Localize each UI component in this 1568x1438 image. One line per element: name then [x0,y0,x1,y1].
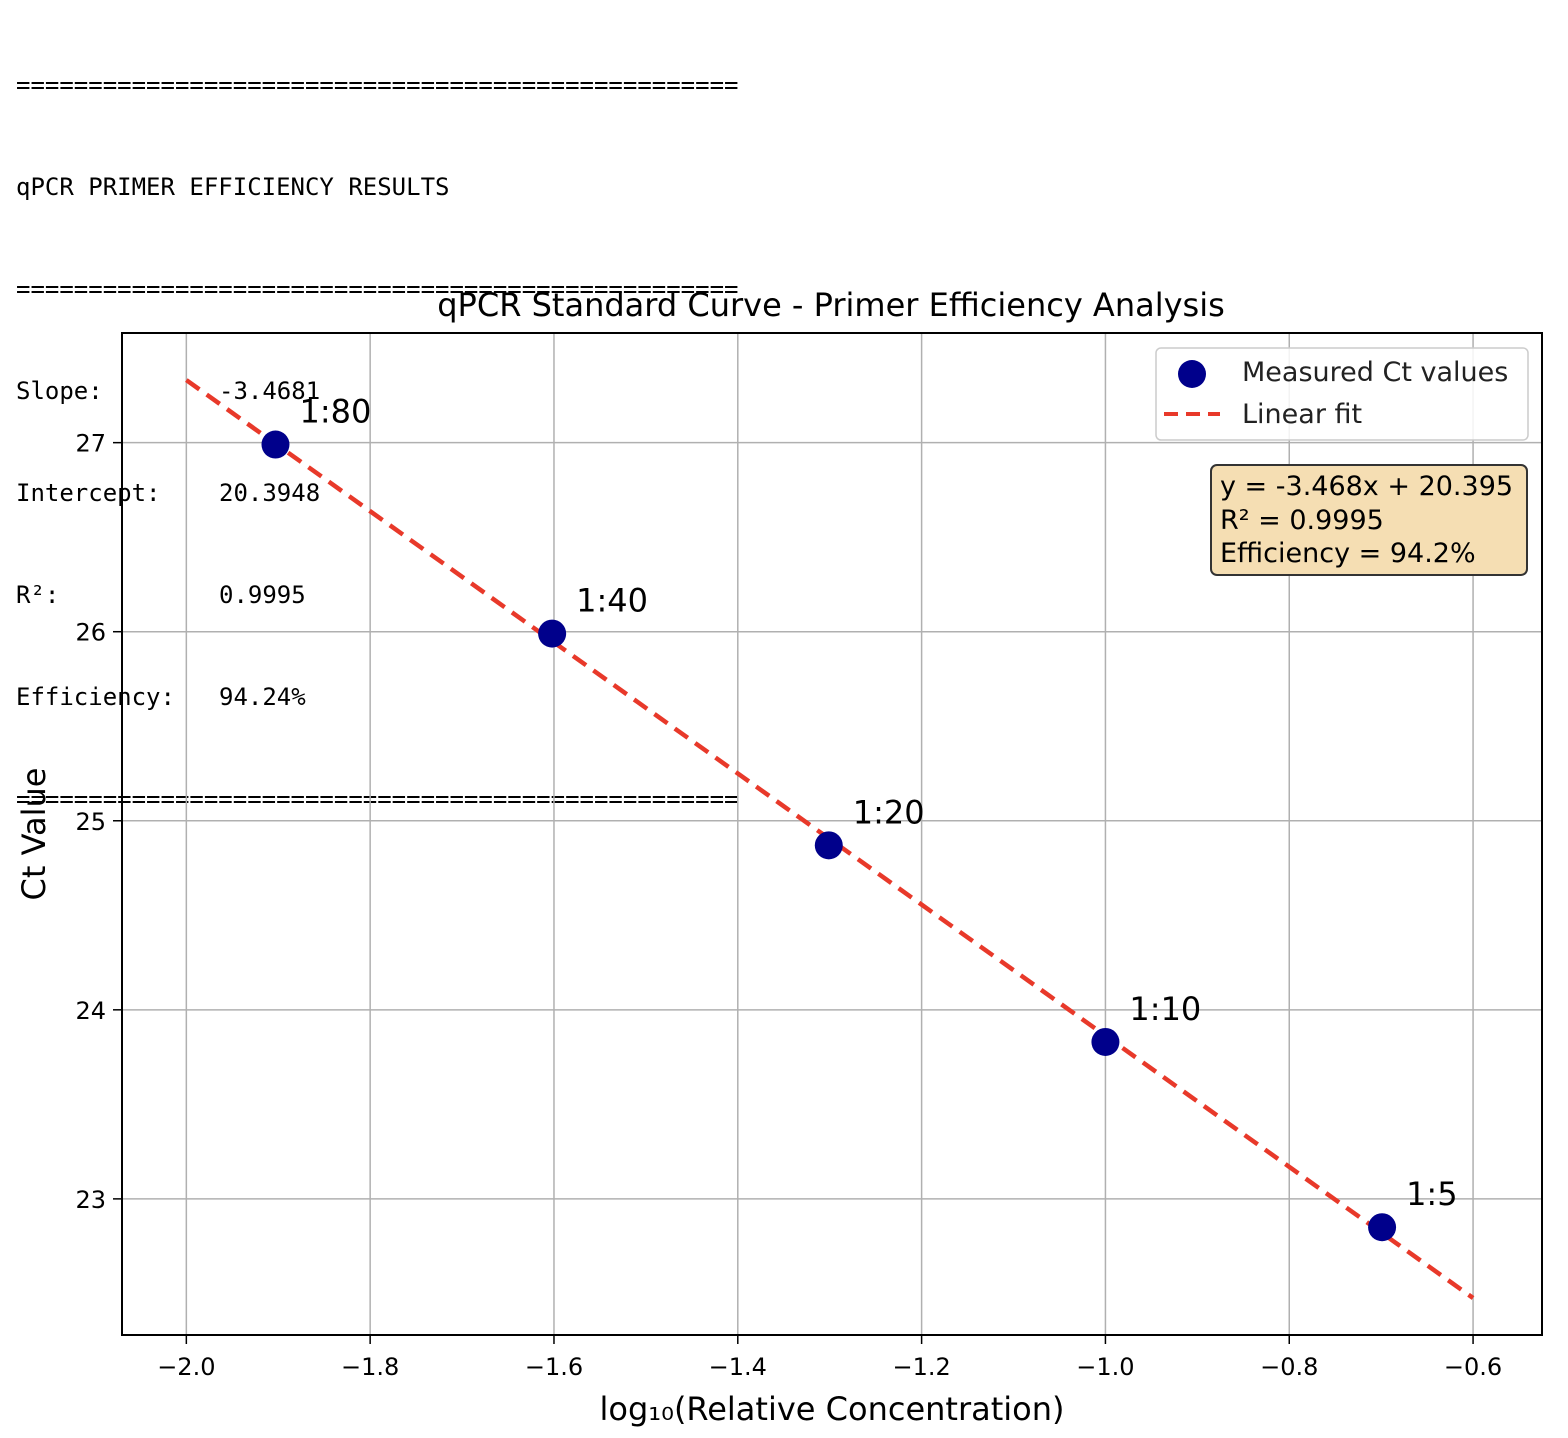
y-tick-label: 24 [75,997,106,1025]
data-point [261,430,290,459]
legend-marker-scatter [1178,360,1206,388]
console-row-label: R²: [16,581,60,609]
console-separator: ========================================… [16,785,739,813]
console-row-value: 94.24% [219,683,306,711]
console-separator: ========================================… [16,275,739,303]
x-tick-label: −2.0 [157,1353,215,1381]
data-point-label: 1:40 [576,582,648,620]
data-point [814,831,843,860]
y-tick-label: 23 [75,1186,106,1214]
x-axis-label: log₁₀(Relative Concentration) [600,1390,1065,1428]
legend-label-fit: Linear fit [1242,399,1362,430]
console-row-intercept: Intercept: 20.3948 [16,476,738,510]
data-point [538,619,567,648]
y-tick-label: 26 [75,619,106,647]
x-tick-label: −1.6 [525,1353,583,1381]
console-row-label: Efficiency: [16,683,175,711]
x-tick-label: −0.8 [1260,1353,1318,1381]
x-tick-label: −1.4 [709,1353,767,1381]
console-row-label: Intercept: [16,479,161,507]
data-points-layer: 1:80 1:40 1:20 1:10 1:5 [261,393,1458,1242]
legend: Measured Ct values Linear fit [1155,347,1529,441]
x-tick-label: −1.2 [892,1353,950,1381]
console-row-value: 20.3948 [219,479,321,507]
console-output: ========================================… [16,0,738,850]
data-point-label: 1:20 [853,793,925,831]
axis-ticks: −2.0 −1.8 −1.6 −1.4 −1.2 −1.0 −0.8 −0.6 23 24 25 26… [75,430,1502,1381]
x-tick-label: −0.6 [1444,1353,1502,1381]
fit-equation: y = -3.468x + 20.395 [1220,471,1513,502]
data-point [1368,1213,1397,1242]
chart-title: qPCR Standard Curve - Primer Efficiency … [437,286,1225,324]
x-tick-label: −1.0 [1076,1353,1134,1381]
console-row-value: -3.4681 [219,377,321,405]
plot-frame [121,332,1543,1336]
fit-efficiency: Efficiency = 94.2% [1220,538,1476,569]
data-point [1091,1027,1120,1056]
legend-frame [1155,347,1529,441]
data-point-label: 1:80 [299,393,371,431]
y-axis-label: Ct Value [15,768,53,901]
console-row-label: Slope: [16,377,103,405]
x-tick-label: −1.8 [341,1353,399,1381]
console-separator: ========================================… [16,71,739,99]
y-tick-label: 27 [75,430,106,458]
fit-statistics-frame [1210,464,1528,576]
data-point-label: 1:5 [1406,1175,1458,1213]
console-row-efficiency: Efficiency: 94.24% [16,680,738,714]
y-tick-label: 25 [75,808,106,836]
console-row-r2: R²: 0.9995 [16,578,738,612]
legend-label-measured: Measured Ct values [1242,357,1508,388]
console-row-value: 0.9995 [219,581,306,609]
grid-lines [122,333,1542,1335]
console-heading: qPCR PRIMER EFFICIENCY RESULTS [16,173,450,201]
console-row-slope: Slope: -3.4681 [16,374,738,408]
fit-statistics-box: y = -3.468x + 20.395 R² = 0.9995 Efficie… [1210,464,1528,576]
data-point-label: 1:10 [1129,990,1201,1028]
fit-r-squared: R² = 0.9995 [1220,505,1384,536]
